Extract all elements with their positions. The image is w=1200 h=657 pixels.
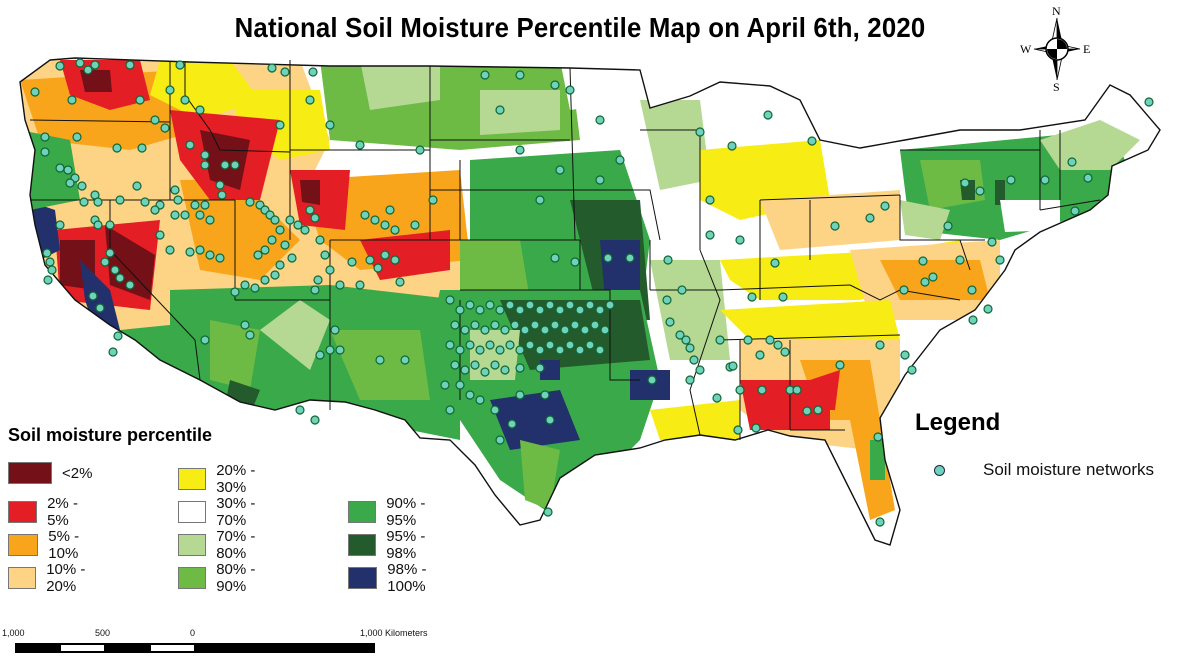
legend-swatch [8, 501, 38, 523]
network-legend-title: Legend [915, 409, 1001, 436]
legend-swatch [178, 468, 207, 490]
map-title: National Soil Moisture Percentile Map on… [234, 12, 926, 43]
legend-swatch [8, 567, 37, 589]
north-arrow-compass: N S W E [1020, 4, 1092, 94]
compass-west-label: W [1020, 42, 1032, 56]
scale-segment [151, 645, 194, 651]
legend-label: 80% - 90% [216, 561, 256, 595]
legend-label: 70% - 80% [216, 528, 256, 562]
scale-bar: 1,000 500 0 1,000 Kilometers [0, 628, 500, 657]
compass-north-label: N [1052, 4, 1061, 18]
legend-item: 5% - 10% [8, 528, 92, 562]
compass-south-label: S [1053, 80, 1060, 94]
legend-swatch [178, 567, 207, 589]
legend-item: 90% - 95% [348, 495, 432, 529]
scale-tick: 1,000 [2, 628, 25, 638]
scale-bar-line [15, 643, 375, 653]
legend-swatch [348, 534, 377, 556]
legend-label: 5% - 10% [48, 528, 80, 562]
scale-tick: 1,000 Kilometers [360, 628, 428, 638]
legend-item: 80% - 90% [178, 561, 262, 595]
legend-swatch [178, 501, 207, 523]
legend-item: 95% - 98% [348, 528, 432, 562]
legend-swatch [348, 501, 377, 523]
legend-item: 70% - 80% [178, 528, 262, 562]
percentile-legend-title: Soil moisture percentile [8, 425, 213, 445]
legend-item: 98% - 100% [348, 561, 440, 595]
legend-label: 10% - 20% [46, 561, 86, 595]
legend-swatch [8, 462, 52, 484]
legend-item: <2% [8, 462, 92, 484]
legend-label: 98% - 100% [387, 561, 427, 595]
legend-label: <2% [62, 464, 93, 482]
network-legend-label: Soil moisture networks [983, 460, 1155, 479]
network-legend-item: Soil moisture networks [934, 460, 1154, 480]
legend-swatch [178, 534, 207, 556]
legend-label: 30% - 70% [216, 495, 256, 529]
legend-label: 95% - 98% [386, 528, 426, 562]
station-dot-icon [934, 464, 945, 476]
legend-label: 90% - 95% [386, 495, 426, 529]
legend-label: 20% - 30% [216, 462, 256, 496]
legend-label: 2% - 5% [47, 495, 78, 529]
compass-east-label: E [1083, 42, 1091, 56]
scale-segment [61, 645, 104, 651]
legend-item: 10% - 20% [8, 561, 92, 595]
scale-tick: 0 [190, 628, 196, 638]
legend-swatch [348, 567, 378, 589]
legend-item: 20% - 30% [178, 462, 262, 496]
scale-tick: 500 [95, 628, 111, 638]
legend-item: 2% - 5% [8, 495, 84, 529]
legend-swatch [8, 534, 39, 556]
legend-item: 30% - 70% [178, 495, 262, 529]
